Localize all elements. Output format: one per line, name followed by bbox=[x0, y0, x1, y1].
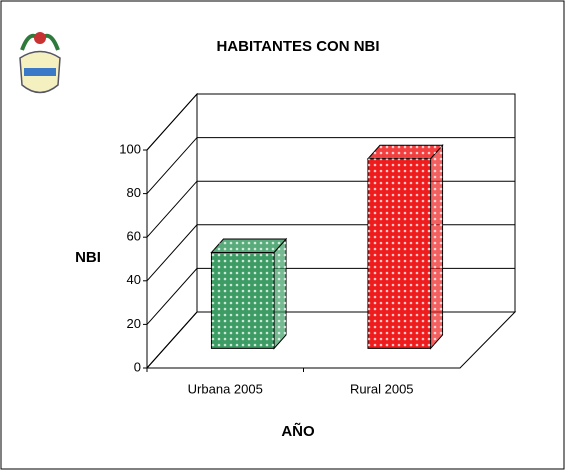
y-tick-label: 80 bbox=[127, 185, 141, 200]
y-tick-label: 0 bbox=[134, 359, 141, 374]
x-axis-title: AÑO bbox=[281, 422, 315, 440]
logo bbox=[19, 32, 61, 94]
grid-line bbox=[146, 93, 515, 151]
bar-pattern bbox=[211, 252, 275, 349]
y-axis-title: NBI bbox=[75, 249, 101, 266]
chart-title: HABITANTES CON NBI bbox=[216, 38, 379, 55]
bar-top-pattern bbox=[367, 145, 443, 159]
x-tick-label: Urbana 2005 bbox=[188, 381, 263, 396]
y-tick-label: 100 bbox=[119, 141, 141, 156]
bar-pattern bbox=[367, 158, 431, 349]
bar-top-pattern bbox=[211, 239, 287, 253]
bar-side-pattern bbox=[430, 145, 443, 349]
y-tick-label: 60 bbox=[127, 229, 141, 244]
y-tick-label: 40 bbox=[127, 272, 141, 287]
floor bbox=[145, 311, 517, 369]
x-tick-label: Rural 2005 bbox=[350, 381, 414, 396]
y-tick-label: 20 bbox=[127, 316, 141, 331]
bar-side-pattern bbox=[274, 239, 287, 349]
grid-line bbox=[146, 137, 515, 194]
